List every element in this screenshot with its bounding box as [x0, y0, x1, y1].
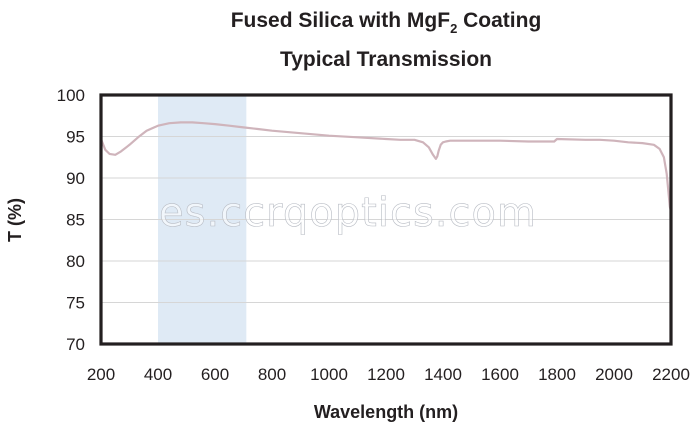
y-tick-label: 95 — [66, 128, 85, 147]
x-tick-label: 2200 — [652, 365, 690, 384]
x-tick-label: 1600 — [481, 365, 519, 384]
x-tick-label: 800 — [258, 365, 286, 384]
y-tick-label: 80 — [66, 252, 85, 271]
chart-title-line2: Typical Transmission — [280, 48, 492, 71]
x-tick-label: 200 — [87, 365, 115, 384]
y-tick-labels: 70 75 80 85 90 95 100 — [57, 86, 85, 354]
y-tick-label: 100 — [57, 86, 85, 105]
x-tick-label: 400 — [144, 365, 172, 384]
x-axis-label: Wavelength (nm) — [314, 402, 458, 422]
transmission-curve — [99, 121, 673, 212]
x-tick-labels: 200 400 600 800 1000 1200 1400 1600 1800 2000 2200 — [87, 365, 690, 384]
y-tick-label: 85 — [66, 211, 85, 230]
title-subscript: 2 — [450, 21, 457, 36]
x-tick-label: 1200 — [367, 365, 405, 384]
watermark-text: es.ccrqoptics.com — [159, 190, 537, 236]
chart-title-line1: Fused Silica with MgF2 Coating — [231, 9, 542, 36]
plot-frame — [99, 93, 673, 346]
x-tick-label: 600 — [201, 365, 229, 384]
y-axis-label: T (%) — [5, 198, 25, 242]
y-tick-label: 90 — [66, 169, 85, 188]
y-tick-label: 70 — [66, 335, 85, 354]
x-tick-label: 2000 — [595, 365, 633, 384]
x-tick-label: 1400 — [424, 365, 462, 384]
x-tick-label: 1800 — [538, 365, 576, 384]
y-tick-label: 75 — [66, 294, 85, 313]
gridlines — [101, 136, 671, 303]
x-tick-label: 1000 — [310, 365, 348, 384]
